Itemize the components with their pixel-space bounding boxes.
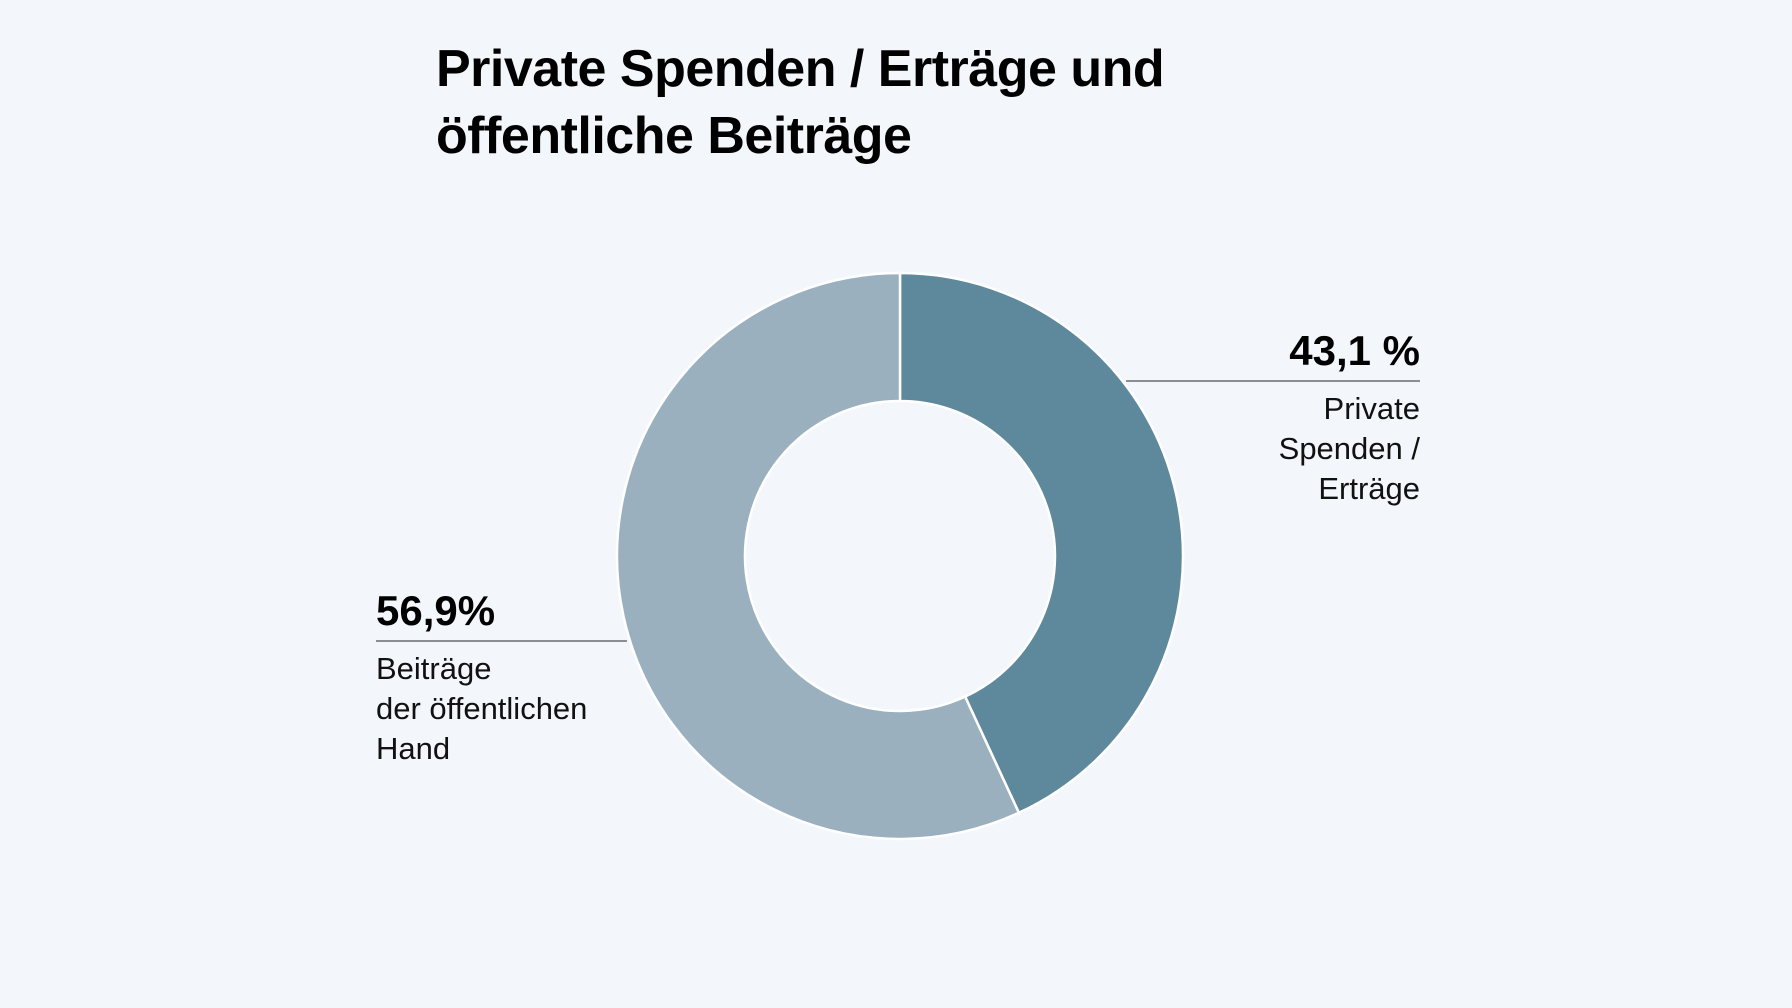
slice-category-label-public-line-1: Beiträge — [376, 651, 491, 686]
slice-category-label-private-line-3: Erträge — [1318, 471, 1420, 506]
chart-title: Private Spenden / Erträge und öffentlich… — [436, 36, 1165, 170]
slice-category-label-private-line-1: Private — [1324, 391, 1420, 426]
slice-category-label-public-line-2: der öffentlichen — [376, 691, 587, 726]
slice-value-label-public: 56,9% — [376, 587, 495, 634]
donut-slice-private — [898, 271, 1185, 815]
slice-category-label-public-line-3: Hand — [376, 731, 450, 766]
slice-category-label-private-line-2: Spenden / — [1279, 431, 1421, 466]
chart-title-line-1: Private Spenden / Erträge und — [436, 40, 1165, 98]
donut-slice-public — [615, 271, 1021, 841]
slices-group — [615, 271, 1185, 841]
chart-title-line-2: öffentliche Beiträge — [436, 107, 912, 165]
slice-value-label-private: 43,1 % — [1289, 327, 1420, 374]
